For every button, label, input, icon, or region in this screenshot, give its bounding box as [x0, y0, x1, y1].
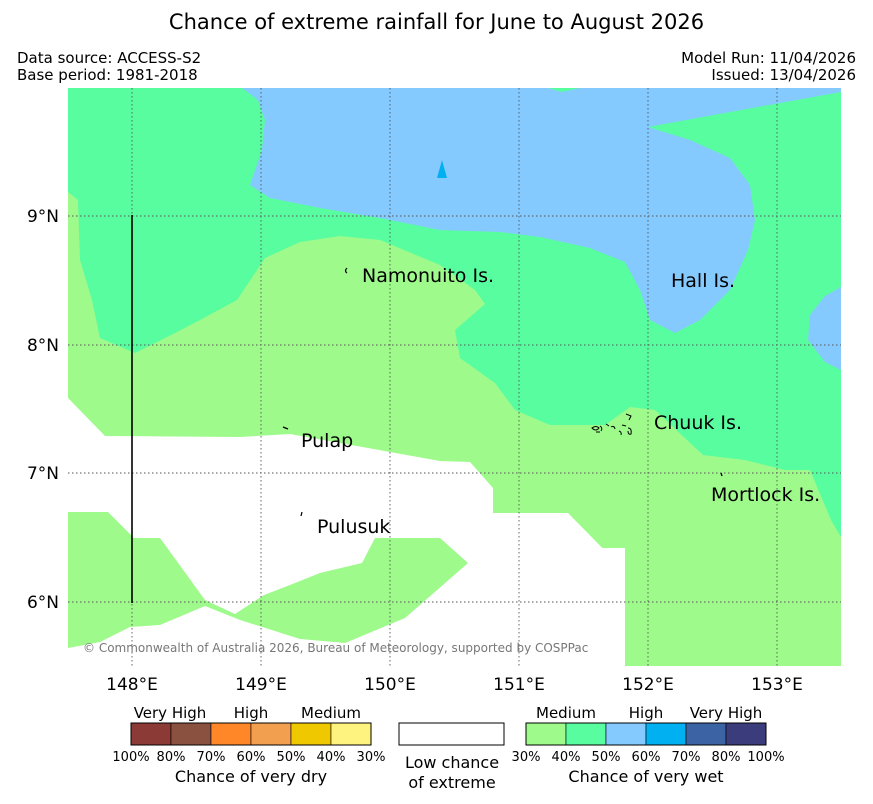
wet-color-bar-frame	[525, 722, 767, 746]
dry-ticks: 100% 80% 70% 60% 50% 40% 30%	[112, 750, 385, 765]
dry-tick: 70%	[197, 750, 226, 765]
lat-label: 7°N	[27, 464, 59, 484]
dry-header-high: High	[234, 704, 268, 722]
region-low-chance	[68, 398, 625, 666]
wet-swatch	[605, 722, 647, 746]
wet-color-bar	[525, 722, 767, 746]
label-namonuito: Namonuito Is.	[362, 265, 494, 287]
legend-dry: Very High High Medium 100% 80% 70% 60% 5…	[112, 704, 385, 786]
dry-swatch	[250, 722, 292, 746]
lon-label: 148°E	[106, 675, 158, 695]
copyright-notice: © Commonwealth of Australia 2026, Bureau…	[83, 641, 588, 655]
label-pulusuk: Pulusuk	[317, 516, 390, 538]
region-low-chance-bay	[545, 548, 625, 666]
wet-swatch	[685, 722, 727, 746]
wet-tick: 80%	[712, 750, 741, 765]
wet-tick: 30%	[512, 750, 541, 765]
dry-tick: 30%	[357, 750, 386, 765]
pulap-island-shape	[282, 426, 289, 430]
label-mortlock: Mortlock Is.	[711, 484, 820, 506]
latitude-labels: 9°N 8°N 7°N 6°N	[27, 207, 59, 613]
chuuk-island-shape	[591, 413, 632, 436]
label-hall: Hall Is.	[671, 270, 735, 292]
data-source: Data source: ACCESS-S2	[17, 49, 202, 67]
wet-swatch	[645, 722, 687, 746]
lon-label: 152°E	[622, 675, 674, 695]
map-plot-area	[68, 88, 841, 666]
dry-swatch	[130, 722, 172, 746]
dry-header-very-high: Very High	[134, 704, 207, 722]
neutral-caption-2: of extreme	[408, 773, 495, 792]
wet-swatch	[525, 722, 567, 746]
model-run: Model Run: 11/04/2026	[681, 49, 856, 67]
dry-swatch	[290, 722, 332, 746]
region-medium-wet-sw	[68, 512, 468, 648]
wet-tick: 100%	[747, 750, 784, 765]
neutral-caption-1: Low chance	[405, 753, 499, 772]
longitude-labels: 148°E 149°E 150°E 151°E 152°E 153°E	[106, 675, 803, 695]
map-title: Chance of extreme rainfall for June to A…	[168, 10, 705, 34]
wet-header-very-high: Very High	[690, 704, 763, 722]
wet-header-medium: Medium	[536, 704, 596, 722]
lon-label: 153°E	[751, 675, 803, 695]
dry-tick: 80%	[157, 750, 186, 765]
label-pulap: Pulap	[301, 430, 353, 452]
wet-ticks: 30% 40% 50% 60% 70% 80% 100%	[512, 750, 785, 765]
wet-swatch	[725, 722, 767, 746]
dry-swatch	[330, 722, 372, 746]
wet-swatch	[565, 722, 607, 746]
region-high-wet	[242, 88, 841, 333]
dry-caption: Chance of very dry	[175, 767, 327, 786]
label-chuuk: Chuuk Is.	[654, 412, 742, 434]
wet-tick: 40%	[552, 750, 581, 765]
legend-neutral: Low chance of extreme	[398, 722, 505, 792]
dry-header-medium: Medium	[301, 704, 361, 722]
lon-label: 149°E	[235, 675, 287, 695]
dry-tick: 100%	[112, 750, 149, 765]
dry-tick: 40%	[317, 750, 346, 765]
lon-label: 151°E	[493, 675, 545, 695]
mortlock-island-shape	[720, 472, 723, 477]
region-high-wet-east	[808, 287, 841, 370]
wet-tick: 60%	[632, 750, 661, 765]
neutral-swatch	[398, 722, 505, 746]
namonuito-island-shape	[344, 267, 348, 274]
dry-swatch	[170, 722, 212, 746]
pulusuk-island-shape	[300, 511, 303, 517]
wet-tick: 50%	[592, 750, 621, 765]
dry-color-bar-frame	[130, 722, 372, 746]
wet-caption: Chance of very wet	[568, 767, 723, 786]
dry-color-bar	[130, 722, 372, 746]
meta-left: Data source: ACCESS-S2 Base period: 1981…	[17, 50, 201, 84]
meta-right: Model Run: 11/04/2026 Issued: 13/04/2026	[681, 50, 856, 84]
base-period: Base period: 1981-2018	[17, 66, 198, 84]
dry-tick: 50%	[277, 750, 306, 765]
issued-date: Issued: 13/04/2026	[711, 66, 856, 84]
dry-tick: 60%	[237, 750, 266, 765]
lon-label: 150°E	[364, 675, 416, 695]
wet-tick: 70%	[672, 750, 701, 765]
lat-label: 8°N	[27, 336, 59, 356]
region-high-wet-spot	[437, 160, 447, 178]
lat-label: 6°N	[27, 593, 59, 613]
dry-swatch	[210, 722, 252, 746]
lat-label: 9°N	[27, 207, 59, 227]
legend-wet: Medium High Very High 30% 40% 50% 60% 70…	[512, 704, 785, 786]
wet-header-high: High	[629, 704, 663, 722]
